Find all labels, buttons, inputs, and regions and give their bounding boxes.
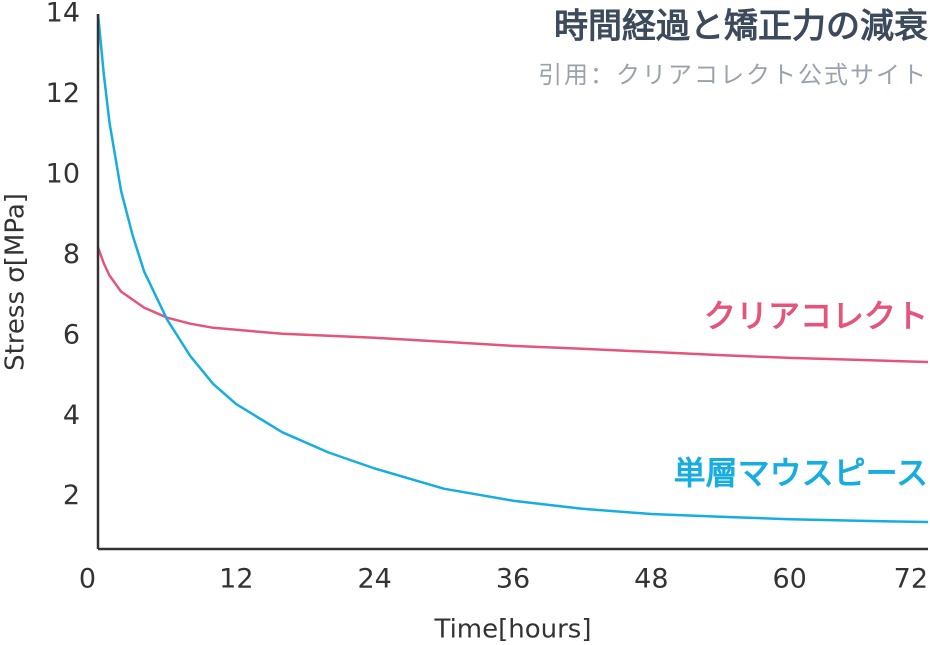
y-tick-label: 2: [63, 480, 80, 511]
line: [96, 13, 929, 524]
x-tick-label: 48: [634, 564, 668, 595]
x-tick-label: 72: [894, 564, 928, 595]
chart-title: 時間経過と矯正力の減衰: [554, 7, 928, 47]
x-tick-label: 0: [79, 564, 96, 595]
series-label: 単層マウスピース: [674, 454, 928, 492]
x-tick-label: 24: [357, 564, 391, 595]
x-tick-label: 36: [496, 564, 530, 595]
y-axis-label: Stress σ[MPa]: [1, 193, 31, 371]
line: [96, 246, 929, 364]
y-tick-label: 10: [46, 158, 80, 189]
y-tick-label: 12: [46, 78, 80, 109]
series-label: クリアコレクト: [704, 297, 928, 335]
y-tick-label: 8: [63, 239, 80, 270]
x-tick-label: 60: [772, 564, 806, 595]
x-tick-label: 12: [219, 564, 253, 595]
x-axis-label: Time[hours]: [433, 615, 591, 645]
y-tick-label: 6: [63, 319, 80, 350]
y-tick-label: 14: [46, 0, 80, 29]
y-tick-label: 4: [63, 400, 80, 431]
chart-subtitle: 引用：クリアコレクト公式サイト: [538, 61, 928, 89]
